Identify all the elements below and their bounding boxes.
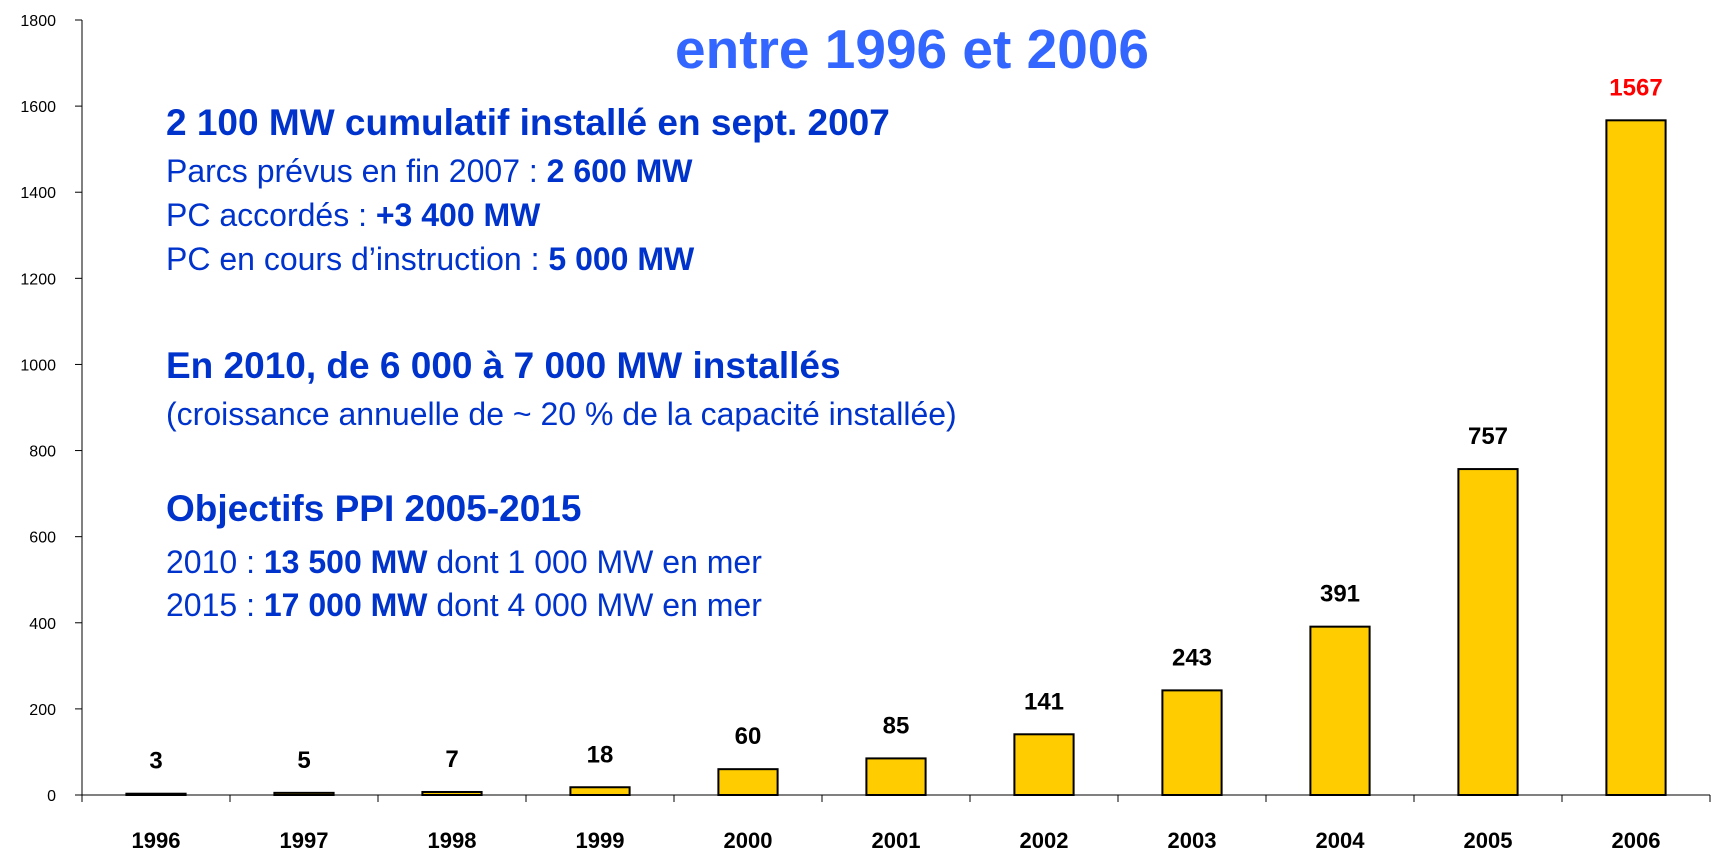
bar (569, 786, 631, 796)
x-tick-label: 2005 (1464, 828, 1513, 851)
bar (865, 757, 927, 796)
annotation-segment: 13 500 MW (264, 544, 428, 580)
annotation-segment: 2010 : (166, 544, 264, 580)
x-tick-label: 1999 (576, 828, 625, 851)
annotation: 2015 : 17 000 MW dont 4 000 MW en mer (166, 587, 762, 623)
bar (125, 792, 187, 796)
x-tick-label: 1998 (428, 828, 477, 851)
value-label: 85 (883, 712, 910, 739)
annotation-segment: PC en cours d’instruction : (166, 241, 548, 277)
annotation-segment: (croissance annuelle de ~ 20 % de la cap… (166, 396, 957, 432)
y-tick-label: 400 (29, 616, 56, 633)
value-label: 141 (1024, 688, 1064, 715)
bar (421, 790, 483, 796)
annotation: Objectifs PPI 2005-2015 (166, 488, 581, 529)
annotation: 2 100 MW cumulatif installé en sept. 200… (166, 102, 890, 143)
x-tick-label: 2000 (724, 828, 773, 851)
annotation-segment: Objectifs PPI 2005-2015 (166, 488, 581, 529)
annotation: Parcs prévus en fin 2007 : 2 600 MW (166, 153, 693, 189)
value-label: 757 (1468, 423, 1508, 450)
x-tick-label: 1996 (132, 828, 181, 851)
annotation-segment: 17 000 MW (264, 587, 428, 623)
bar (1309, 625, 1371, 796)
y-tick-label: 1200 (20, 271, 56, 288)
annotation-segment: 5 000 MW (548, 241, 695, 277)
x-tick-label: 2006 (1612, 828, 1661, 851)
bar (1605, 119, 1667, 796)
bar (1457, 468, 1519, 796)
value-label: 243 (1172, 644, 1212, 671)
annotation-segment: En 2010, de 6 000 à 7 000 MW installés (166, 345, 841, 386)
annotation: PC en cours d’instruction : 5 000 MW (166, 241, 695, 277)
y-tick-label: 1800 (20, 13, 56, 30)
value-label: 391 (1320, 581, 1360, 608)
value-label: 18 (587, 741, 614, 768)
y-tick-label: 600 (29, 530, 56, 547)
y-tick-label: 800 (29, 444, 56, 461)
annotation-segment: dont 4 000 MW en mer (427, 587, 762, 623)
annotation: (croissance annuelle de ~ 20 % de la cap… (166, 396, 957, 432)
annotation-segment: 2 100 MW cumulatif installé en sept. 200… (166, 102, 890, 143)
annotation: PC accordés : +3 400 MW (166, 197, 541, 233)
value-label: 1567 (1609, 74, 1662, 101)
annotation: En 2010, de 6 000 à 7 000 MW installés (166, 345, 841, 386)
bar (1161, 689, 1223, 796)
annotation-segment: Parcs prévus en fin 2007 : (166, 153, 547, 189)
annotation-segment: 2 600 MW (547, 153, 694, 189)
value-label: 7 (445, 746, 458, 773)
x-tick-label: 2003 (1168, 828, 1217, 851)
chart-title: entre 1996 et 2006 (675, 18, 1149, 80)
value-label: 5 (297, 747, 310, 774)
y-tick-label: 200 (29, 702, 56, 719)
x-tick-label: 2002 (1020, 828, 1069, 851)
y-tick-label: 0 (47, 788, 56, 805)
bar (273, 791, 335, 797)
value-label: 3 (149, 748, 162, 775)
annotation-segment: +3 400 MW (376, 197, 541, 233)
x-tick-label: 2004 (1316, 828, 1366, 851)
value-label: 60 (735, 723, 762, 750)
y-tick-label: 1400 (20, 185, 56, 202)
y-tick-label: 1600 (20, 99, 56, 116)
annotation-segment: 2015 : (166, 587, 264, 623)
annotation: 2010 : 13 500 MW dont 1 000 MW en mer (166, 544, 762, 580)
bar (1013, 733, 1075, 797)
y-tick-label: 1000 (20, 357, 56, 374)
annotation-segment: PC accordés : (166, 197, 376, 233)
x-tick-label: 2001 (872, 828, 921, 851)
x-tick-label: 1997 (280, 828, 329, 851)
annotation-segment: dont 1 000 MW en mer (427, 544, 762, 580)
bar (717, 768, 779, 797)
